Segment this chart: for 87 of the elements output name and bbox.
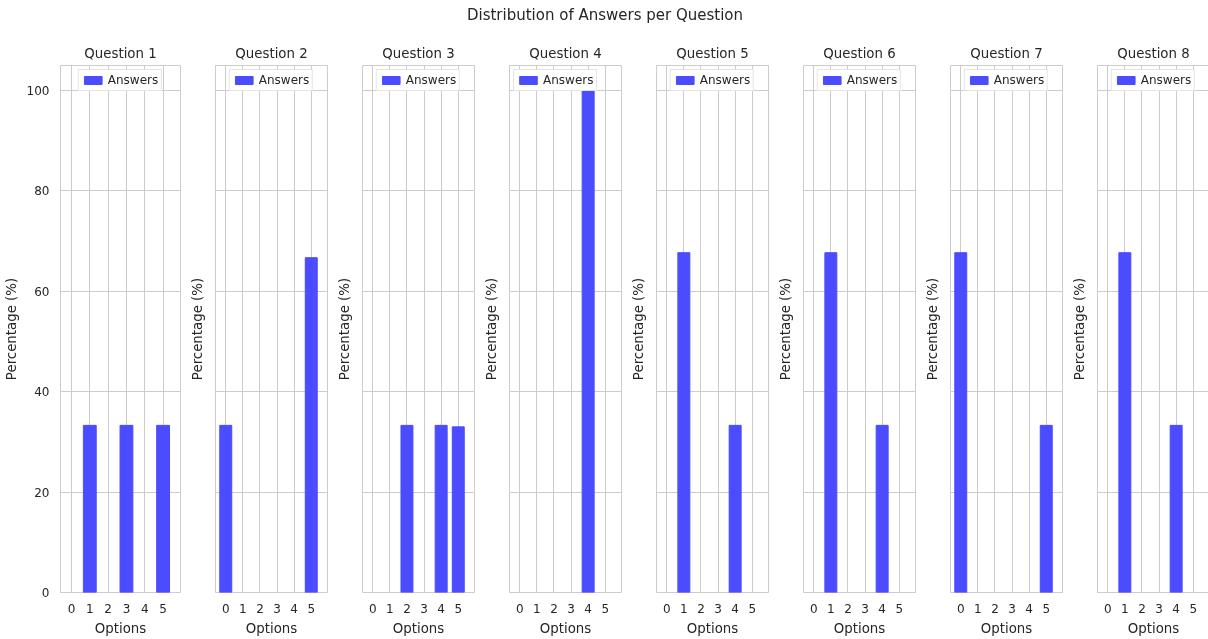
y-tick-label: 80 [34,184,50,199]
x-tick-label: 4 [1025,601,1033,616]
x-tick-label: 2 [844,601,852,616]
x-tick-label: 2 [256,601,264,616]
x-tick-label: 4 [290,601,298,616]
y-axis-title: Percentage (%) [336,277,352,381]
y-tick-label: 60 [34,284,50,299]
x-axis-title: Options [686,620,739,636]
y-tick-label: 40 [34,385,50,400]
chart-title: Question 4 [529,45,602,61]
y-tick-label: 100 [26,84,50,99]
x-tick-label: 2 [550,601,558,616]
x-tick-label: 2 [1138,601,1146,616]
y-axis-title: Percentage (%) [777,277,793,381]
chart-title: Question 3 [382,45,455,61]
x-tick-label: 0 [221,601,230,616]
x-axis-title: Options [1127,620,1180,636]
x-axis-title: Options [392,620,445,636]
x-tick-label: 3 [567,601,575,616]
x-tick-label: 1 [533,601,541,616]
x-tick-label: 5 [159,601,167,616]
x-tick-label: 5 [601,601,610,616]
x-tick-label: 1 [386,601,394,616]
x-tick-label: 4 [878,601,886,616]
legend-label: Answers [107,73,159,87]
x-axis-title: Options [94,620,147,636]
x-tick-label: 0 [956,601,965,616]
x-tick-label: 1 [974,601,982,616]
x-tick-label: 5 [454,601,463,616]
x-axis-title: Options [539,620,592,636]
x-tick-label: 0 [368,601,377,616]
x-tick-label: 1 [680,601,688,616]
y-axis-title: Percentage (%) [189,277,205,381]
x-tick-label: 2 [697,601,705,616]
legend-label: Answers [1140,73,1192,87]
legend-label: Answers [993,73,1045,87]
x-tick-label: 2 [991,601,999,616]
legend-label: Answers [699,73,751,87]
y-axis-title: Percentage (%) [924,277,940,381]
x-tick-label: 5 [748,601,757,616]
x-tick-label: 1 [827,601,835,616]
y-tick-label: 0 [41,586,50,600]
x-tick-label: 4 [584,601,592,616]
x-tick-label: 3 [122,601,131,616]
legend-label: Answers [543,73,594,87]
chart-title: Question 8 [1117,45,1190,61]
x-tick-label: 3 [1155,601,1163,616]
legend-label: Answers [846,73,898,87]
y-axis-title: Percentage (%) [630,277,646,381]
x-tick-label: 2 [403,601,411,616]
chart-title: Question 2 [235,45,308,61]
x-tick-label: 0 [1103,601,1112,616]
chart-title: Question 6 [823,45,896,61]
x-tick-label: 0 [809,601,818,616]
x-tick-label: 3 [1008,601,1016,616]
x-tick-label: 4 [731,601,739,616]
x-tick-label: 1 [1121,601,1129,616]
x-tick-label: 1 [86,601,94,616]
x-tick-label: 2 [104,601,112,616]
x-tick-label: 5 [307,601,316,616]
x-axis-title: Options [833,620,886,636]
x-tick-label: 0 [67,601,76,616]
x-axis-title: Options [245,620,298,636]
x-tick-label: 1 [239,601,247,616]
x-tick-label: 4 [140,601,149,616]
legend-label: Answers [258,73,310,87]
x-tick-label: 0 [662,601,671,616]
x-tick-label: 5 [895,601,904,616]
chart-title: Question 5 [676,45,749,61]
y-axis-title: Percentage (%) [3,277,19,381]
y-axis-title: Percentage (%) [1071,277,1087,381]
legend-label: Answers [405,73,457,87]
x-tick-label: 0 [515,601,524,616]
x-tick-label: 4 [1172,601,1180,616]
y-axis-title: Percentage (%) [483,277,499,381]
x-tick-label: 4 [437,601,445,616]
text: Distribution of Answers per Question [466,5,744,26]
chart-title: Question 1 [84,45,157,61]
x-tick-label: 3 [273,601,281,616]
x-tick-label: 5 [1189,601,1198,616]
x-tick-label: 3 [861,601,869,616]
x-tick-label: 3 [714,601,722,616]
y-tick-label: 20 [34,485,50,500]
x-tick-label: 3 [420,601,428,616]
x-axis-title: Options [980,620,1033,636]
x-tick-label: 5 [1042,601,1051,616]
chart-title: Question 7 [970,45,1043,61]
